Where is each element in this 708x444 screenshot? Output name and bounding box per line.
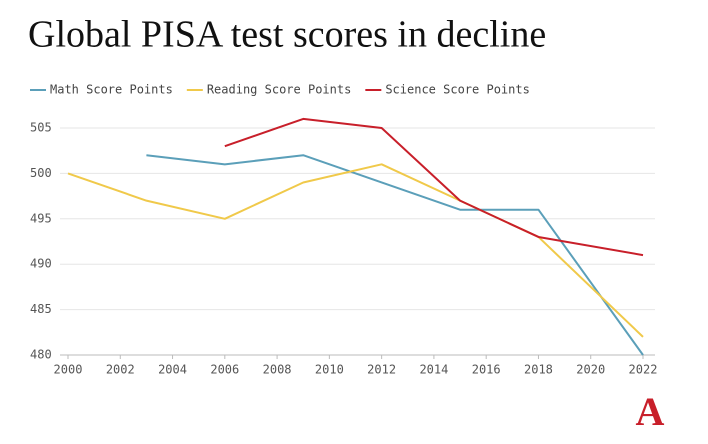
legend-label: Science Score Points	[385, 83, 530, 97]
x-tick-label: 2014	[419, 363, 448, 377]
legend-label: Reading Score Points	[207, 83, 352, 97]
series-line	[224, 117, 644, 257]
y-tick-label: 495	[30, 211, 52, 225]
x-tick-label: 2012	[367, 363, 396, 377]
x-tick-label: 2006	[210, 363, 239, 377]
series-line	[67, 163, 644, 338]
legend-label: Math Score Points	[50, 83, 173, 97]
logo: A	[636, 389, 665, 434]
chart-title: Global PISA test scores in decline	[28, 14, 546, 56]
y-tick-label: 490	[30, 257, 52, 271]
series-line	[146, 154, 644, 356]
x-tick-label: 2018	[524, 363, 553, 377]
x-tick-label: 2022	[629, 363, 658, 377]
x-tick-label: 2008	[263, 363, 292, 377]
y-tick-label: 480	[30, 348, 52, 362]
y-tick-label: 500	[30, 166, 52, 180]
x-tick-label: 2020	[576, 363, 605, 377]
x-tick-label: 2002	[106, 363, 135, 377]
x-tick-label: 2010	[315, 363, 344, 377]
y-tick-label: 485	[30, 302, 52, 316]
x-tick-label: 2000	[54, 363, 83, 377]
y-tick-label: 505	[30, 121, 52, 135]
x-tick-label: 2004	[158, 363, 187, 377]
x-tick-label: 2016	[472, 363, 501, 377]
